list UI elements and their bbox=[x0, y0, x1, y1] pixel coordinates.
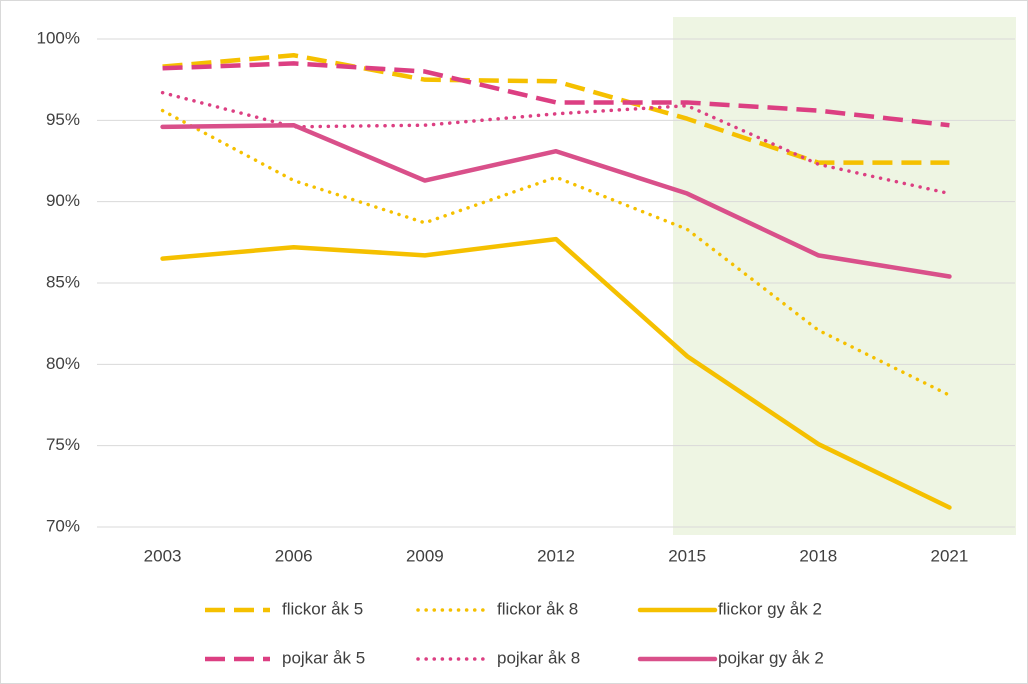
x-tick-label: 2006 bbox=[275, 546, 313, 565]
y-tick-label: 85% bbox=[46, 272, 80, 291]
y-tick-label: 100% bbox=[37, 28, 80, 47]
legend-label: flickor gy åk 2 bbox=[718, 599, 822, 618]
legend-label: flickor åk 8 bbox=[497, 599, 578, 618]
x-tick-label: 2012 bbox=[537, 546, 575, 565]
legend-label: pojkar åk 5 bbox=[282, 648, 365, 667]
y-tick-label: 75% bbox=[46, 435, 80, 454]
series-line bbox=[160, 90, 952, 196]
y-tick-label: 70% bbox=[46, 516, 80, 535]
x-tick-label: 2021 bbox=[931, 546, 969, 565]
series-line bbox=[162, 61, 950, 128]
legend-label: flickor åk 5 bbox=[282, 599, 363, 618]
series-line bbox=[160, 236, 952, 510]
y-tick-label: 90% bbox=[46, 191, 80, 210]
y-tick-label: 95% bbox=[46, 110, 80, 129]
highlight-region bbox=[673, 17, 1016, 535]
x-tick-label: 2015 bbox=[668, 546, 706, 565]
series-line bbox=[160, 122, 952, 279]
x-tick-label: 2009 bbox=[406, 546, 444, 565]
y-tick-label: 80% bbox=[46, 354, 80, 373]
x-tick-label: 2003 bbox=[144, 546, 182, 565]
legend-label: pojkar åk 8 bbox=[497, 648, 580, 667]
legend-label: pojkar gy åk 2 bbox=[718, 648, 824, 667]
x-tick-label: 2018 bbox=[799, 546, 837, 565]
